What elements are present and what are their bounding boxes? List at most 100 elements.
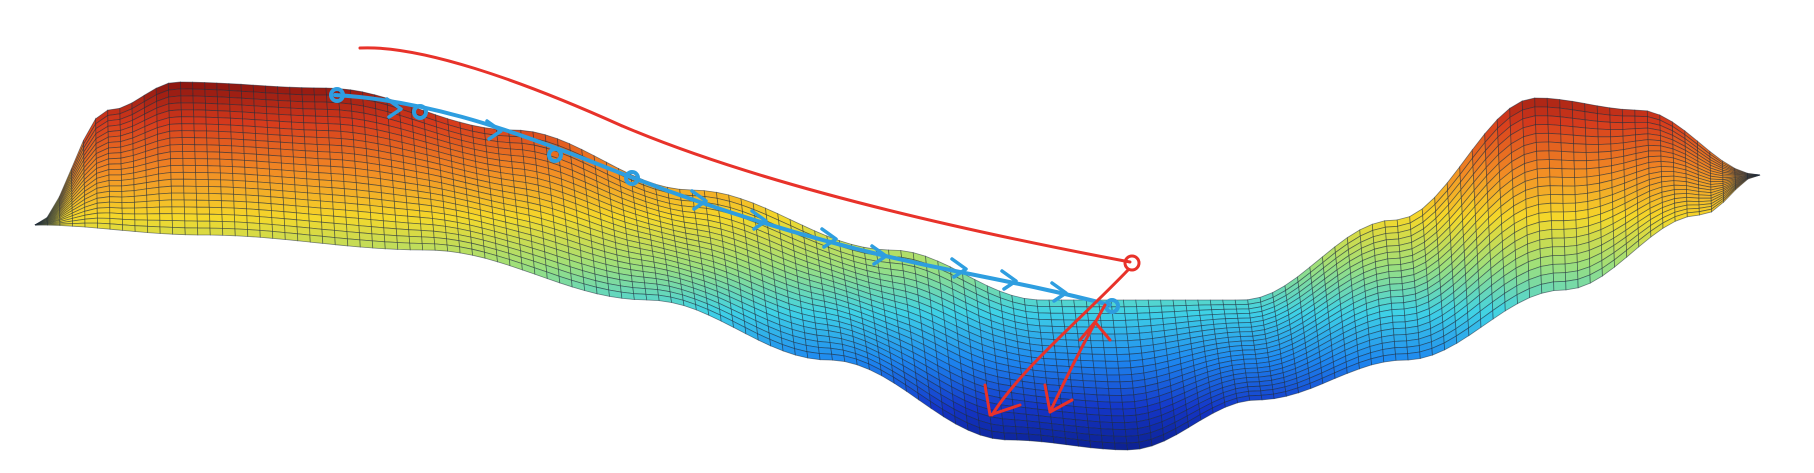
surface-cell bbox=[1547, 132, 1562, 144]
surface-cell bbox=[1388, 276, 1403, 285]
surface-cell bbox=[359, 239, 374, 249]
surface-cell bbox=[1160, 299, 1175, 307]
surface-cell bbox=[208, 206, 223, 215]
surface-cell bbox=[231, 145, 245, 154]
surface-cell bbox=[108, 174, 122, 181]
surface-cell bbox=[328, 130, 342, 140]
surface-cell bbox=[327, 116, 341, 125]
surface-cell bbox=[1240, 340, 1255, 347]
surface-cell bbox=[1234, 299, 1249, 306]
surface-cell bbox=[234, 221, 248, 230]
surface-cell bbox=[1209, 299, 1224, 306]
surface-cell bbox=[1385, 238, 1400, 247]
surface-cell bbox=[1622, 115, 1636, 124]
surface-cell bbox=[1392, 327, 1407, 336]
surface-cell bbox=[217, 103, 231, 112]
surface-cell bbox=[170, 185, 185, 194]
descent-step-marker bbox=[547, 147, 563, 163]
surface-cell bbox=[1686, 200, 1700, 206]
surface-cell bbox=[1073, 299, 1088, 308]
surface-cell bbox=[253, 105, 268, 115]
surface-cell bbox=[314, 108, 329, 117]
surface-cell bbox=[1092, 360, 1107, 369]
surface-cell bbox=[1121, 394, 1136, 403]
surface-cell bbox=[241, 111, 256, 121]
surface-cell bbox=[301, 94, 316, 103]
surface-cell bbox=[278, 120, 293, 130]
surface-cell bbox=[302, 115, 317, 124]
surface-cell bbox=[633, 293, 648, 301]
surface-cell bbox=[1560, 125, 1574, 136]
overshoot-arrowhead bbox=[983, 383, 1022, 417]
surface-cell bbox=[1573, 160, 1588, 170]
surface-cell bbox=[1113, 326, 1128, 335]
surface-cell bbox=[1098, 414, 1113, 423]
surface-cell bbox=[204, 88, 218, 98]
surface-cell bbox=[169, 144, 184, 153]
surface-cell bbox=[303, 122, 317, 131]
surface-cell bbox=[1094, 374, 1109, 383]
surface-cell bbox=[1062, 312, 1077, 321]
overshoot-step-mark bbox=[1078, 320, 1112, 342]
surface-cell bbox=[1065, 339, 1080, 348]
surface-cell bbox=[169, 150, 184, 160]
surface-cell bbox=[231, 159, 246, 168]
surface-cell bbox=[1552, 254, 1566, 265]
surface-cell bbox=[1660, 165, 1675, 173]
surface-cell bbox=[1609, 114, 1624, 124]
surface-cell bbox=[158, 199, 173, 208]
surface-cell bbox=[318, 172, 333, 182]
surface-cell bbox=[220, 193, 235, 202]
surface-cell bbox=[371, 233, 386, 243]
surface-cell bbox=[1093, 367, 1108, 376]
surface-cell bbox=[1224, 313, 1239, 320]
surface-cell bbox=[279, 127, 293, 137]
surface-cell bbox=[1101, 434, 1116, 444]
descent-path-annotation bbox=[329, 87, 1120, 314]
surface-cell bbox=[1551, 246, 1566, 257]
surface-cell bbox=[1117, 360, 1132, 369]
surface-cell bbox=[289, 100, 304, 110]
surface-cell bbox=[302, 101, 316, 110]
surface-cell bbox=[1116, 353, 1131, 362]
surface-cell bbox=[194, 158, 209, 167]
surface-cell bbox=[1394, 346, 1409, 355]
descent-step-marker bbox=[329, 87, 345, 103]
surface-cell bbox=[196, 220, 211, 229]
surface-cell bbox=[1197, 299, 1212, 306]
surface-cell bbox=[1099, 313, 1114, 321]
surface-cell bbox=[328, 137, 343, 147]
surface-cell bbox=[159, 226, 174, 235]
surface-cell bbox=[302, 108, 317, 117]
surface-cell bbox=[329, 151, 344, 161]
surface-cell bbox=[1553, 280, 1567, 292]
surface-cell bbox=[59, 223, 74, 227]
surface-cell bbox=[1002, 418, 1017, 428]
surface-cell bbox=[1050, 312, 1065, 321]
surface-cell bbox=[168, 102, 182, 112]
surface-cell bbox=[218, 137, 233, 147]
surface-cell bbox=[1573, 143, 1587, 153]
surface-cell bbox=[1248, 394, 1263, 401]
surface-cell bbox=[232, 173, 246, 182]
surface-cell bbox=[196, 206, 210, 215]
surface-cell bbox=[1551, 237, 1566, 248]
surface-cell bbox=[121, 201, 136, 209]
surface-cell bbox=[183, 199, 198, 208]
surface-cell bbox=[645, 293, 660, 302]
surface-cell bbox=[301, 87, 315, 96]
surface-cell bbox=[182, 171, 197, 180]
surface-cell bbox=[408, 235, 423, 244]
surface-cell bbox=[205, 102, 219, 112]
overshoot-endpoint-marker bbox=[1123, 254, 1141, 272]
surface-cell bbox=[229, 117, 244, 127]
surface-cell bbox=[1560, 133, 1575, 145]
surface-cell bbox=[1550, 220, 1565, 230]
surface-cell bbox=[181, 130, 195, 139]
surface-cell bbox=[229, 110, 244, 120]
overshoot-path-annotation bbox=[358, 46, 1141, 417]
descent-path-line bbox=[333, 93, 1112, 307]
surface-cell bbox=[266, 120, 281, 129]
surface-cell bbox=[1111, 422, 1126, 430]
surface-cell bbox=[315, 129, 330, 139]
